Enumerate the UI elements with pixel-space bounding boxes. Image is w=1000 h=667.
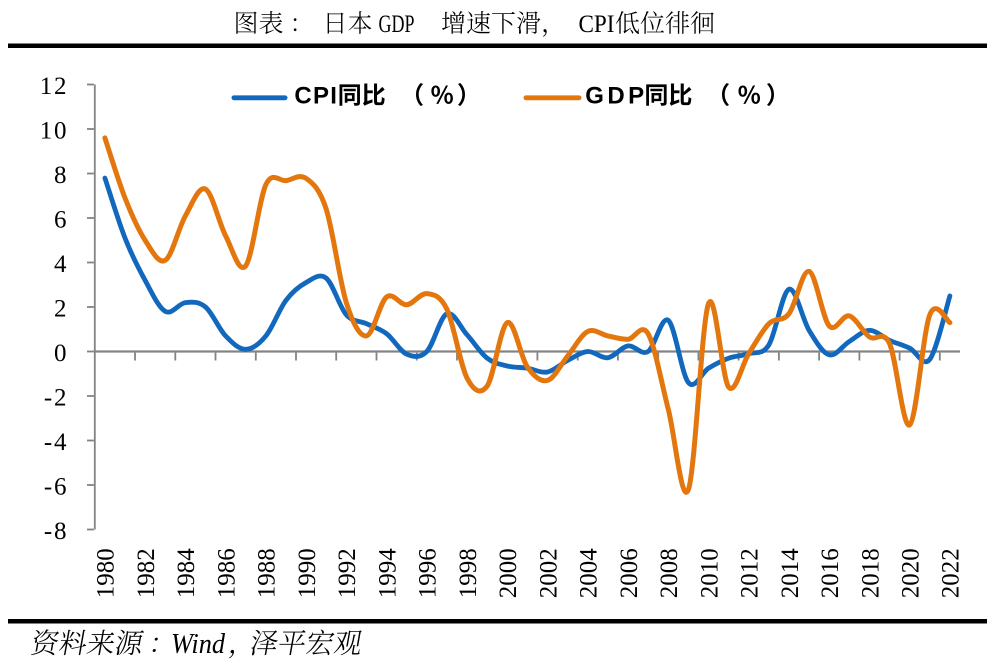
svg-text:10: 10 — [40, 117, 69, 144]
svg-text:CPI: CPI — [579, 11, 615, 38]
svg-text:2022: 2022 — [938, 548, 965, 598]
svg-text:2: 2 — [54, 295, 68, 322]
svg-text:2004: 2004 — [576, 548, 603, 599]
svg-text:1986: 1986 — [213, 548, 240, 598]
svg-text:2012: 2012 — [737, 548, 764, 598]
svg-text:6: 6 — [54, 206, 68, 233]
svg-text:2002: 2002 — [535, 548, 562, 598]
svg-text:-4: -4 — [44, 429, 68, 456]
svg-text:12: 12 — [40, 73, 69, 100]
svg-text:2008: 2008 — [656, 548, 683, 598]
svg-text:2010: 2010 — [696, 548, 723, 598]
svg-text:GDP: GDP — [379, 11, 415, 38]
svg-text:1990: 1990 — [294, 548, 321, 598]
svg-text:1992: 1992 — [334, 548, 361, 598]
svg-text:0: 0 — [54, 340, 68, 367]
svg-text:2014: 2014 — [777, 548, 804, 599]
svg-text:-6: -6 — [44, 473, 68, 500]
svg-text:1984: 1984 — [173, 548, 200, 599]
svg-text:2016: 2016 — [817, 548, 844, 598]
svg-text:1980: 1980 — [93, 548, 120, 598]
svg-text:4: 4 — [54, 251, 68, 278]
svg-text:1996: 1996 — [415, 548, 442, 598]
svg-text:GDP: GDP — [585, 83, 644, 110]
svg-text:1988: 1988 — [254, 548, 281, 598]
svg-text:2020: 2020 — [898, 548, 925, 598]
svg-text:CPI: CPI — [294, 83, 337, 110]
svg-text:1998: 1998 — [455, 548, 482, 598]
svg-text:2018: 2018 — [857, 548, 884, 598]
svg-text:1994: 1994 — [374, 548, 401, 599]
svg-text:2006: 2006 — [616, 548, 643, 598]
svg-text:8: 8 — [54, 162, 68, 189]
svg-text:-2: -2 — [44, 384, 68, 411]
svg-text:Wind: Wind — [171, 629, 226, 660]
svg-text:2000: 2000 — [495, 548, 522, 598]
svg-text:1982: 1982 — [133, 548, 160, 598]
svg-text:-8: -8 — [44, 518, 68, 545]
